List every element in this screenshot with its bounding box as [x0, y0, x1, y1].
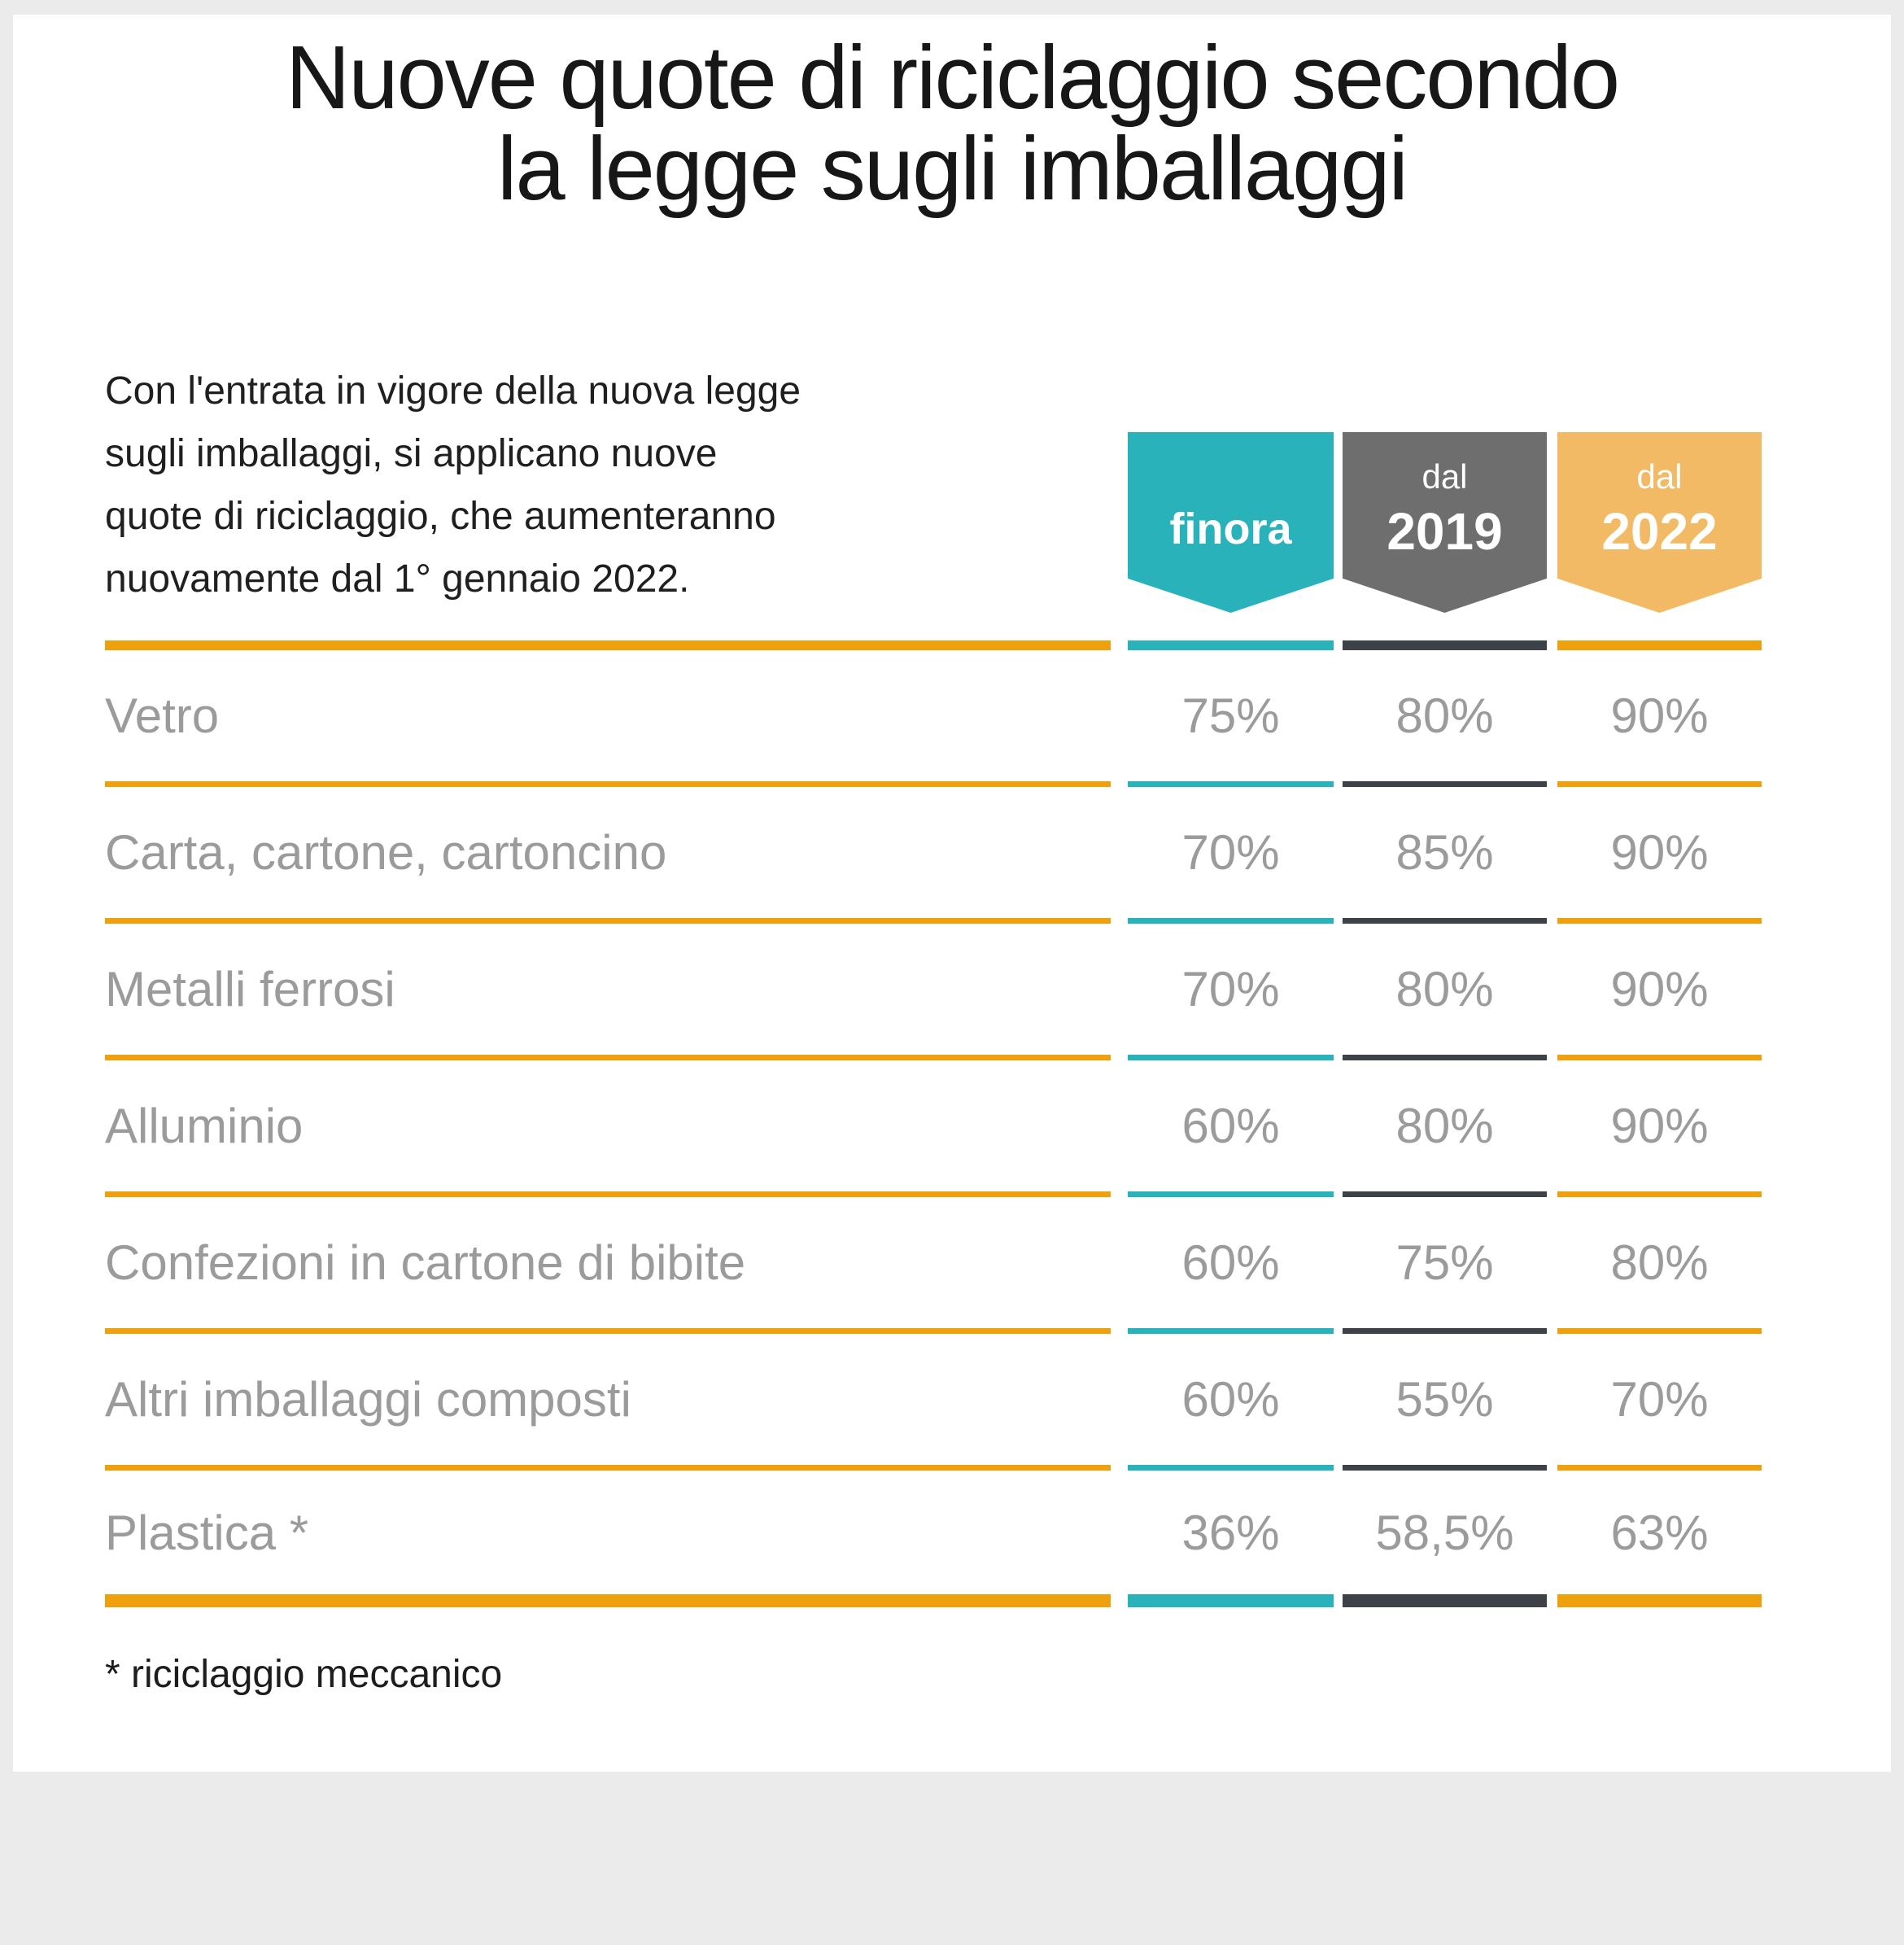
banner-finora-label: finora [1169, 505, 1292, 553]
intro-line: nuovamente dal 1° gennaio 2022. [105, 557, 690, 601]
row-value-dal-2019: 80% [1343, 1060, 1547, 1197]
banner-dal-2019-label: 2019 [1387, 502, 1503, 561]
row-value-dal-2019: 80% [1343, 650, 1547, 787]
row-value-dal-2022: 90% [1557, 924, 1762, 1060]
row-label: Confezioni in cartone di bibite [105, 1197, 1111, 1334]
banner-dal-2022-label: 2022 [1601, 502, 1718, 561]
footnote: * riciclaggio meccanico [105, 1653, 503, 1696]
row-value-finora: 60% [1128, 1197, 1334, 1334]
table-row: Carta, cartone, cartoncino 70% 85% 90% [105, 787, 1762, 924]
table-row: Alluminio 60% 80% 90% [105, 1060, 1762, 1197]
row-label: Carta, cartone, cartoncino [105, 787, 1111, 924]
intro-line: quote di riciclaggio, che aumenteranno [105, 495, 776, 538]
banner-dal-2022: dal 2022 [1557, 432, 1762, 613]
row-label: Plastica * [105, 1471, 1111, 1607]
row-value-finora: 70% [1128, 924, 1334, 1060]
table-row: Vetro 75% 80% 90% [105, 650, 1762, 787]
row-value-dal-2022: 63% [1557, 1471, 1762, 1607]
column-header-banners: finora dal 2019 dal 2022 [1128, 432, 1762, 613]
header-divider-finora-segment [1128, 640, 1334, 650]
row-value-finora: 36% [1128, 1471, 1334, 1607]
row-label: Alluminio [105, 1060, 1111, 1197]
banner-dal-2019: dal 2019 [1343, 432, 1547, 613]
header-divider-label-segment [105, 640, 1111, 650]
row-value-finora: 75% [1128, 650, 1334, 787]
table-row: Confezioni in cartone di bibite 60% 75% … [105, 1197, 1762, 1334]
page-title-line1: Nuove quote di riciclaggio secondo [285, 28, 1620, 128]
row-label: Metalli ferrosi [105, 924, 1111, 1060]
quota-table: Vetro 75% 80% 90% Carta, cartone, carton… [105, 650, 1762, 1607]
banner-dal-2022-prefix: dal [1636, 457, 1683, 496]
footer: Labelprint24.com Fonte: verpackungsgeset… [0, 1772, 1904, 1945]
row-value-finora: 70% [1128, 787, 1334, 924]
row-value-dal-2022: 70% [1557, 1334, 1762, 1471]
header-divider-dal-2019-segment [1343, 640, 1547, 650]
intro-line: Con l'entrata in vigore della nuova legg… [105, 369, 801, 413]
intro-paragraph: Con l'entrata in vigore della nuova legg… [105, 360, 1130, 610]
content-card [13, 15, 1891, 1772]
header-divider-dal-2022-segment [1557, 640, 1762, 650]
row-value-dal-2019: 75% [1343, 1197, 1547, 1334]
header-divider [105, 640, 1762, 650]
table-row: Plastica * 36% 58,5% 63% [105, 1471, 1762, 1607]
row-value-dal-2022: 90% [1557, 1060, 1762, 1197]
row-value-dal-2019: 58,5% [1343, 1471, 1547, 1607]
row-label: Vetro [105, 650, 1111, 787]
row-value-finora: 60% [1128, 1334, 1334, 1471]
banner-dal-2019-prefix: dal [1421, 457, 1468, 496]
row-value-dal-2019: 80% [1343, 924, 1547, 1060]
row-value-dal-2022: 80% [1557, 1197, 1762, 1334]
row-value-dal-2022: 90% [1557, 787, 1762, 924]
banner-finora: finora [1128, 432, 1334, 613]
row-value-dal-2019: 85% [1343, 787, 1547, 924]
intro-line: sugli imballaggi, si applicano nuove [105, 432, 718, 475]
table-row: Altri imballaggi composti 60% 55% 70% [105, 1334, 1762, 1471]
table-row: Metalli ferrosi 70% 80% 90% [105, 924, 1762, 1060]
row-label: Altri imballaggi composti [105, 1334, 1111, 1471]
row-value-finora: 60% [1128, 1060, 1334, 1197]
page-title: Nuove quote di riciclaggio secondo la le… [0, 33, 1904, 215]
row-value-dal-2019: 55% [1343, 1334, 1547, 1471]
page-title-line2: la legge sugli imballaggi [497, 119, 1408, 219]
row-value-dal-2022: 90% [1557, 650, 1762, 787]
